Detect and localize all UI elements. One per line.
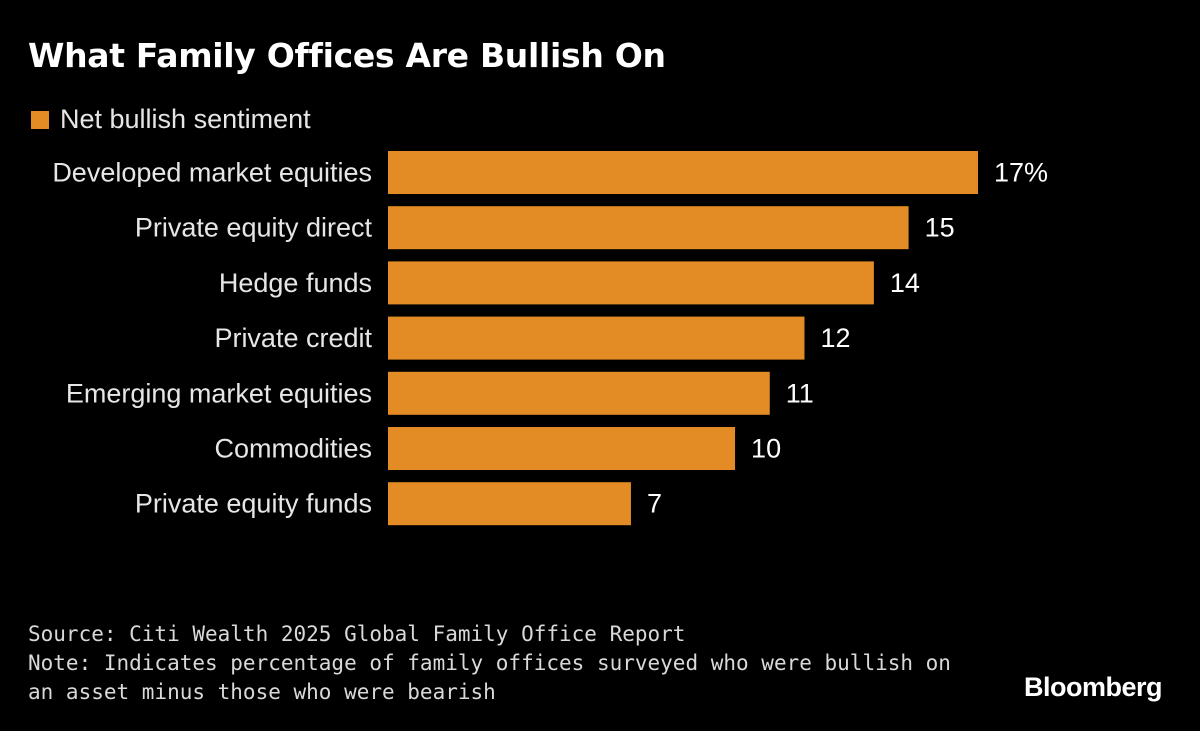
value-label: 17% xyxy=(994,158,1048,188)
bar xyxy=(388,261,874,305)
legend-swatch xyxy=(31,110,49,129)
chart-title: What Family Offices Are Bullish On xyxy=(28,36,666,75)
bar xyxy=(388,151,978,194)
category-label: Developed market equities xyxy=(52,158,372,188)
source-text: Source: Citi Wealth 2025 Global Family O… xyxy=(28,622,686,646)
bar xyxy=(388,427,736,470)
bar xyxy=(388,206,909,250)
value-label: 15 xyxy=(925,213,955,243)
bar xyxy=(388,482,631,526)
category-label: Commodities xyxy=(214,434,372,464)
value-label: 10 xyxy=(751,434,781,464)
bar xyxy=(388,316,805,360)
value-label: 7 xyxy=(647,489,662,519)
category-label: Private equity funds xyxy=(135,489,372,519)
category-label: Private equity direct xyxy=(135,213,373,243)
value-label: 12 xyxy=(820,323,850,353)
legend-label: Net bullish sentiment xyxy=(60,104,311,134)
bar-chart: Developed market equities 17% Private equi… xyxy=(52,151,1048,526)
bar xyxy=(388,371,770,415)
note-text-line-2: an asset minus those who were bearish xyxy=(28,680,496,704)
value-label: 11 xyxy=(786,378,814,408)
category-label: Emerging market equities xyxy=(66,378,372,408)
bloomberg-logo: Bloomberg xyxy=(1023,672,1163,702)
chart-footer: Source: Citi Wealth 2025 Global Family O… xyxy=(28,620,988,707)
category-label: Private credit xyxy=(214,323,372,353)
legend: Net bullish sentiment xyxy=(31,104,311,135)
value-label: 14 xyxy=(890,268,920,298)
note-text-line-1: Note: Indicates percentage of family off… xyxy=(28,651,951,675)
category-label: Hedge funds xyxy=(219,268,372,298)
